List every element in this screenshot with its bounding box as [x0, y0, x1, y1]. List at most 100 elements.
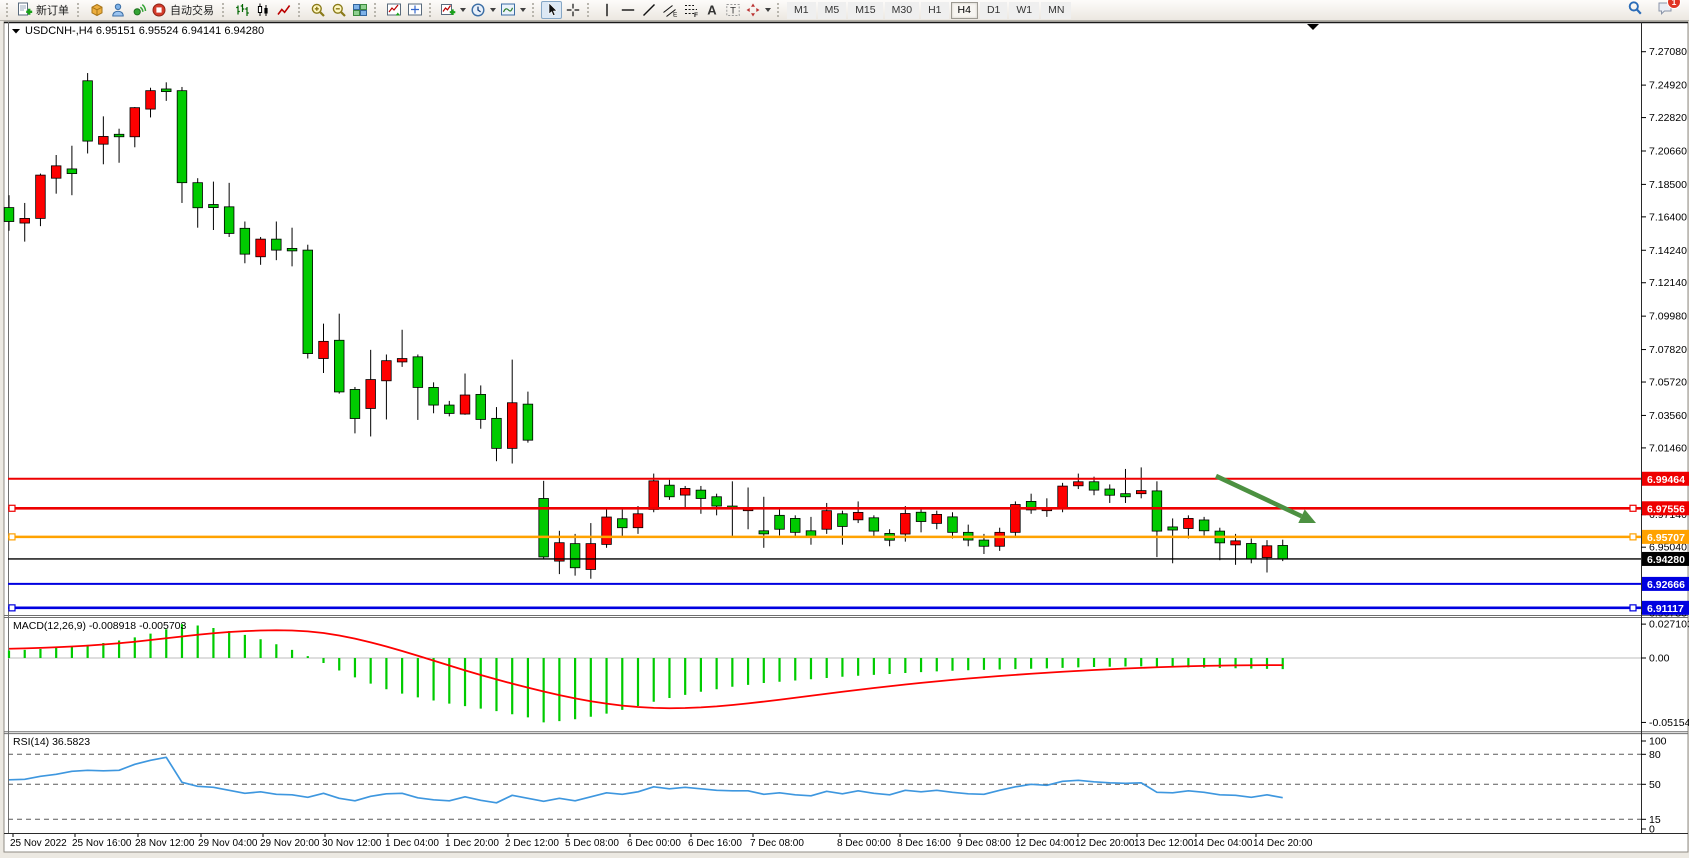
line-handle[interactable]	[8, 504, 16, 512]
trend-arrow-object[interactable]	[1215, 473, 1316, 523]
candle	[475, 385, 486, 429]
timeframe-d1-button[interactable]: D1	[979, 1, 1008, 19]
candle	[601, 509, 612, 548]
chart-menu-triangle-icon[interactable]	[12, 29, 20, 34]
orange-box-button[interactable]	[86, 1, 107, 19]
timeframe-m1-button[interactable]: M1	[787, 1, 816, 19]
arrows-button[interactable]	[743, 1, 773, 19]
timeframe-m5-button[interactable]: M5	[817, 1, 847, 19]
candle-body	[428, 387, 439, 406]
candle-body	[208, 204, 219, 208]
indicator-window-button[interactable]	[383, 1, 404, 19]
toolbar-grip	[532, 3, 538, 17]
autotrading-button[interactable]: 自动交易	[149, 1, 218, 19]
equidistant-channel-icon: E	[662, 5, 678, 18]
candle-body	[1151, 490, 1163, 532]
add-indicator-button[interactable]	[438, 1, 468, 19]
candle	[852, 501, 864, 524]
candle-body	[396, 358, 408, 363]
fibonacci-button[interactable]: F	[680, 1, 701, 19]
candle-body	[271, 238, 282, 251]
vertical-line-button[interactable]	[596, 1, 617, 19]
line-handle[interactable]	[8, 533, 16, 541]
candle-body	[1246, 543, 1257, 560]
candle-body	[837, 513, 848, 527]
horizontal-line-button[interactable]	[617, 1, 638, 19]
candle-body	[554, 542, 565, 562]
orange-box-icon	[91, 3, 102, 17]
candle	[585, 523, 597, 579]
candle	[161, 82, 172, 101]
candlestick-chart-button[interactable]	[252, 1, 273, 19]
time-axis[interactable]: 25 Nov 2022 25 Nov 16:00 28 Nov 12:00 29 No…	[10, 834, 1313, 849]
timeframe-m30-button[interactable]: M30	[884, 1, 920, 19]
bar-chart-button[interactable]	[231, 1, 252, 19]
candle	[396, 329, 408, 367]
toolbar-right-icons: 1	[1627, 0, 1689, 21]
chat-button[interactable]: 1	[1657, 0, 1681, 21]
chevron-down-icon[interactable]	[460, 8, 466, 12]
date-label: 2 Dec 12:00	[505, 838, 559, 849]
date-label: 6 Dec 00:00	[627, 838, 681, 849]
template-button[interactable]	[498, 1, 528, 19]
candle	[915, 509, 927, 533]
text-label-button[interactable]: T	[722, 1, 743, 19]
trendline-button[interactable]	[638, 1, 659, 19]
line-handle[interactable]	[1629, 604, 1637, 612]
candle	[491, 407, 502, 462]
new-order-label: 新订单	[36, 5, 69, 17]
signal-button[interactable]	[128, 1, 149, 19]
candle-body	[978, 539, 990, 547]
crosshair-button[interactable]	[562, 1, 583, 19]
data-window-button[interactable]	[404, 1, 425, 19]
timeframe-h1-button[interactable]: H1	[921, 1, 949, 19]
bar-chart-icon	[235, 4, 249, 16]
equidistant-channel-button[interactable]: E	[659, 1, 680, 19]
cursor-button[interactable]	[541, 1, 562, 19]
line-chart-button[interactable]	[273, 1, 294, 19]
period-clock-icon	[471, 3, 485, 17]
timeframe-w1-button[interactable]: W1	[1009, 1, 1040, 19]
svg-text:6.94280: 6.94280	[1647, 554, 1685, 566]
line-handle[interactable]	[1629, 504, 1637, 512]
candle-body	[1277, 545, 1288, 560]
svg-text:F: F	[694, 12, 698, 18]
candle	[1183, 515, 1194, 539]
timeframe-mn-button[interactable]: MN	[1041, 1, 1072, 19]
candle-body	[412, 356, 424, 388]
zoom-in-button[interactable]	[307, 1, 328, 19]
svg-text:6.97556: 6.97556	[1647, 503, 1685, 515]
timeframe-h4-button[interactable]: H4	[950, 1, 978, 19]
zoom-out-button[interactable]	[328, 1, 349, 19]
candle	[1120, 468, 1131, 503]
candle-body	[365, 379, 376, 409]
line-handle[interactable]	[1629, 533, 1637, 541]
tile-windows-button[interactable]	[349, 1, 370, 19]
chart-shift-marker-icon[interactable]	[1307, 24, 1319, 30]
chevron-down-icon[interactable]	[520, 8, 526, 12]
tile-windows-icon	[352, 4, 367, 16]
trader-button[interactable]	[107, 1, 128, 19]
line-handle[interactable]	[8, 604, 16, 612]
chevron-down-icon[interactable]	[490, 8, 496, 12]
candle-body	[1183, 518, 1194, 529]
timeframe-m15-button[interactable]: M15	[848, 1, 883, 19]
text-button[interactable]: A	[701, 1, 722, 19]
candle-body	[459, 394, 471, 415]
candle-body	[35, 174, 46, 219]
new-order-button[interactable]: 新订单	[15, 1, 73, 19]
candle	[82, 73, 93, 154]
price-tick-label: 7.12140	[1649, 277, 1687, 289]
price-tick-label: 7.03560	[1649, 410, 1687, 422]
period-clock-button[interactable]	[468, 1, 498, 19]
date-label: 29 Nov 20:00	[260, 838, 320, 849]
candle-body	[491, 417, 502, 449]
svg-text:6.99464: 6.99464	[1647, 474, 1685, 486]
price-label-box: 6.97556	[1642, 501, 1689, 516]
main-toolbar: 新订单 自动交易 E F A T M1 M5 M15 M30 H1 H4 D1 W1 MN 1	[0, 0, 1689, 21]
candle-body	[601, 516, 612, 545]
chevron-down-icon[interactable]	[765, 8, 771, 12]
search-button[interactable]	[1627, 0, 1643, 21]
candle	[239, 221, 251, 264]
candle-body	[239, 227, 251, 255]
